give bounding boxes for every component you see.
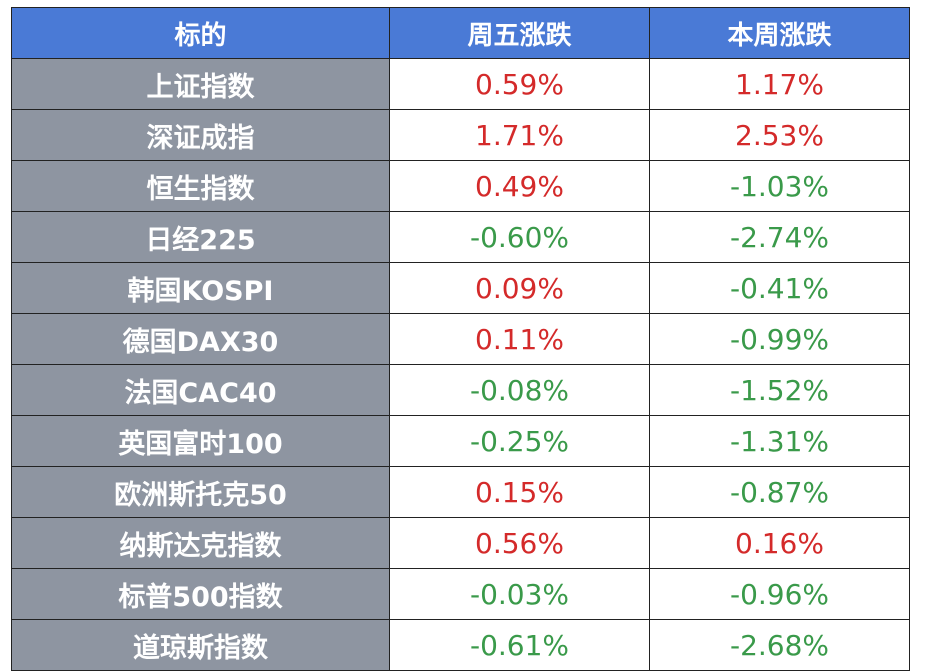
table-row: 深证成指 1.71% 2.53% (11, 109, 910, 161)
friday-change: -0.25% (389, 415, 650, 467)
table-row: 欧洲斯托克50 0.15% -0.87% (11, 466, 910, 518)
table-row: 纳斯达克指数 0.56% 0.16% (11, 517, 910, 569)
table-row: 标普500指数 -0.03% -0.96% (11, 568, 910, 620)
index-name: 纳斯达克指数 (11, 517, 390, 569)
index-name: 英国富时100 (11, 415, 390, 467)
week-change: 0.16% (649, 517, 910, 569)
index-name: 日经225 (11, 211, 390, 263)
friday-change: -0.03% (389, 568, 650, 620)
table-row: 德国DAX30 0.11% -0.99% (11, 313, 910, 365)
index-name: 标普500指数 (11, 568, 390, 620)
index-name: 韩国KOSPI (11, 262, 390, 314)
table-row: 恒生指数 0.49% -1.03% (11, 160, 910, 212)
friday-change: -0.60% (389, 211, 650, 263)
table-row: 英国富时100 -0.25% -1.31% (11, 415, 910, 467)
table-row: 道琼斯指数 -0.61% -2.68% (11, 619, 910, 671)
friday-change: 0.56% (389, 517, 650, 569)
friday-change: 0.15% (389, 466, 650, 518)
week-change: -1.03% (649, 160, 910, 212)
friday-change: -0.08% (389, 364, 650, 416)
index-name: 道琼斯指数 (11, 619, 390, 671)
header-week-change: 本周涨跌 (649, 7, 910, 59)
week-change: -0.99% (649, 313, 910, 365)
week-change: 2.53% (649, 109, 910, 161)
friday-change: 0.11% (389, 313, 650, 365)
header-name: 标的 (11, 7, 390, 59)
index-name: 德国DAX30 (11, 313, 390, 365)
index-name: 恒生指数 (11, 160, 390, 212)
index-name: 上证指数 (11, 58, 390, 110)
week-change: 1.17% (649, 58, 910, 110)
table-row: 上证指数 0.59% 1.17% (11, 58, 910, 110)
friday-change: 0.09% (389, 262, 650, 314)
table-row: 韩国KOSPI 0.09% -0.41% (11, 262, 910, 314)
week-change: -1.31% (649, 415, 910, 467)
header-friday-change: 周五涨跌 (389, 7, 650, 59)
week-change: -2.74% (649, 211, 910, 263)
market-change-table: 标的 周五涨跌 本周涨跌 上证指数 0.59% 1.17% 深证成指 1.71%… (11, 7, 910, 671)
week-change: -2.68% (649, 619, 910, 671)
friday-change: 0.59% (389, 58, 650, 110)
friday-change: 1.71% (389, 109, 650, 161)
index-name: 深证成指 (11, 109, 390, 161)
index-name: 法国CAC40 (11, 364, 390, 416)
friday-change: 0.49% (389, 160, 650, 212)
week-change: -0.41% (649, 262, 910, 314)
week-change: -0.96% (649, 568, 910, 620)
friday-change: -0.61% (389, 619, 650, 671)
table-row: 日经225 -0.60% -2.74% (11, 211, 910, 263)
table-row: 法国CAC40 -0.08% -1.52% (11, 364, 910, 416)
week-change: -0.87% (649, 466, 910, 518)
week-change: -1.52% (649, 364, 910, 416)
header-row: 标的 周五涨跌 本周涨跌 (11, 7, 910, 59)
index-name: 欧洲斯托克50 (11, 466, 390, 518)
